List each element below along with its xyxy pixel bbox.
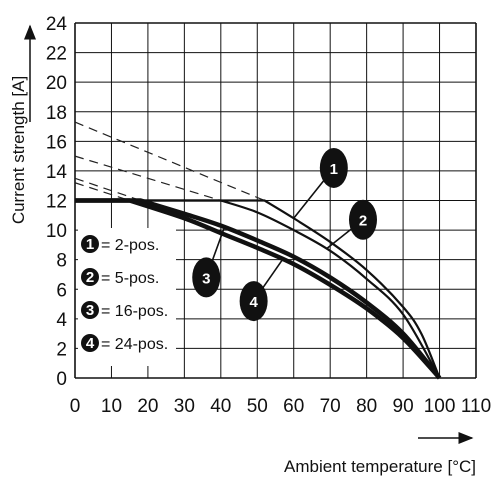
callout-badge-label: 4 bbox=[249, 294, 258, 311]
callout-badge-2 bbox=[348, 199, 377, 240]
extrapolation-lines bbox=[74, 121, 265, 202]
dashed-extrapolation-line bbox=[74, 182, 130, 202]
legend-badge-1 bbox=[81, 235, 99, 253]
series-line-2 bbox=[75, 199, 441, 379]
y-tick-label: 4 bbox=[56, 310, 67, 331]
legend-badge-label: 1 bbox=[86, 236, 94, 253]
y-axis-title: Current strength [A] bbox=[9, 76, 28, 224]
series-line-1 bbox=[75, 199, 441, 379]
x-tick-label: 20 bbox=[137, 396, 158, 417]
legend-badge-label: 3 bbox=[86, 302, 94, 319]
y-tick-label: 22 bbox=[46, 44, 67, 65]
dashed-extrapolation-line bbox=[74, 155, 221, 202]
x-tick-label: 10 bbox=[101, 396, 122, 417]
callout-badge-label: 2 bbox=[359, 213, 367, 230]
x-tick-label: 30 bbox=[174, 396, 195, 417]
legend-badge-label: 4 bbox=[86, 335, 95, 352]
x-tick-label: 110 bbox=[461, 396, 491, 417]
x-tick-label: 40 bbox=[210, 396, 231, 417]
y-tick-label: 2 bbox=[56, 339, 67, 360]
x-tick-label: 0 bbox=[70, 396, 81, 417]
y-tick-label: 14 bbox=[46, 162, 68, 183]
y-tick-label: 16 bbox=[46, 132, 67, 153]
y-tick-label: 0 bbox=[56, 369, 67, 390]
x-tick-label: 80 bbox=[356, 396, 377, 417]
callout-badges: 1 2 3 4 bbox=[192, 147, 377, 322]
callout-badge-3 bbox=[192, 257, 221, 298]
series-lines bbox=[75, 198, 442, 380]
y-tick-label: 8 bbox=[56, 251, 67, 272]
y-tick-label: 6 bbox=[56, 280, 67, 301]
dashed-extrapolation-line bbox=[74, 177, 141, 202]
x-tick-label: 70 bbox=[320, 396, 341, 417]
y-tick-label: 24 bbox=[46, 14, 68, 35]
callout-badge-1 bbox=[319, 147, 348, 188]
x-tick-label: 60 bbox=[283, 396, 304, 417]
y-tick-label: 18 bbox=[46, 103, 67, 124]
callout-badge-label: 3 bbox=[202, 270, 210, 287]
dashed-extrapolation-line bbox=[74, 121, 265, 202]
y-tick-label: 12 bbox=[46, 192, 67, 213]
callout-badge-label: 1 bbox=[330, 161, 338, 178]
x-tick-label: 90 bbox=[393, 396, 414, 417]
legend-badge-label: 2 bbox=[86, 269, 94, 286]
callout-badge-4 bbox=[239, 281, 268, 322]
x-tick-label: 50 bbox=[247, 396, 268, 417]
tick-labels: 0 10 20 30 40 50 60 70 80 90 100 110024681012141618… bbox=[46, 14, 491, 417]
legend-label: = 5-pos. bbox=[101, 270, 159, 287]
y-tick-label: 10 bbox=[46, 221, 67, 242]
grid bbox=[74, 22, 477, 379]
legend-label: = 24-pos. bbox=[101, 336, 168, 353]
series-line-4 bbox=[75, 198, 442, 380]
x-axis-title: Ambient temperature [°C] bbox=[284, 457, 476, 476]
legend: 1 = 2-pos. 2 = 5-pos. 3 = 16-pos. 4 = 24-pos. bbox=[78, 228, 176, 366]
legend-badge-2 bbox=[81, 268, 99, 286]
legend-badge-4 bbox=[81, 334, 99, 352]
legend-label: = 16-pos. bbox=[101, 303, 168, 320]
legend-label: = 2-pos. bbox=[101, 237, 159, 254]
x-tick-label: 100 bbox=[424, 396, 456, 417]
legend-badge-3 bbox=[81, 301, 99, 319]
series-line-3 bbox=[75, 198, 442, 380]
y-tick-label: 20 bbox=[46, 73, 67, 94]
